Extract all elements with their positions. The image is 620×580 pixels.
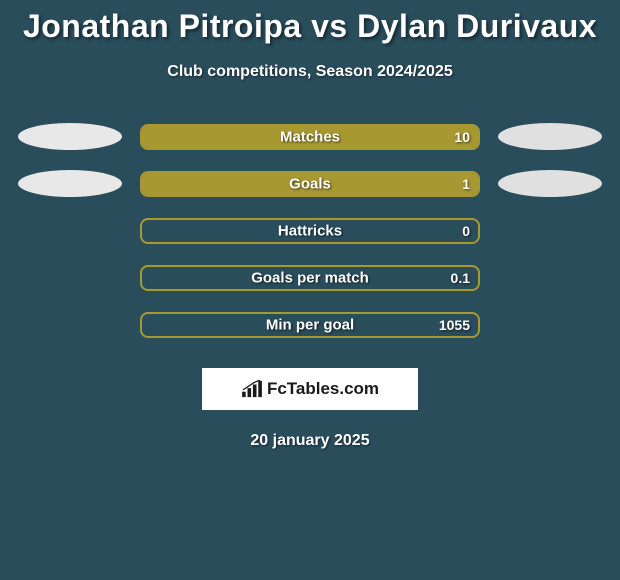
comparison-widget: Jonathan Pitroipa vs Dylan Durivaux Club… — [0, 0, 620, 450]
stat-row: Hattricks 0 — [0, 217, 620, 244]
stat-label: Hattricks — [278, 222, 342, 239]
stat-value-right: 1055 — [439, 317, 470, 333]
brand-text: FcTables.com — [267, 379, 379, 399]
stat-value-right: 0 — [462, 223, 470, 239]
bar-chart-icon — [241, 380, 263, 398]
stat-row: Goals per match 0.1 — [0, 264, 620, 291]
player-right-ellipse — [498, 123, 602, 150]
stat-bar: Min per goal 1055 — [140, 312, 480, 338]
stat-row: Goals 1 — [0, 170, 620, 197]
brand-badge[interactable]: FcTables.com — [202, 368, 418, 410]
stat-bar: Goals 1 — [140, 171, 480, 197]
player-left-ellipse — [18, 170, 122, 197]
stat-bar: Goals per match 0.1 — [140, 265, 480, 291]
stat-label: Goals per match — [251, 269, 369, 286]
player-left-ellipse — [18, 123, 122, 150]
subtitle: Club competitions, Season 2024/2025 — [0, 63, 620, 81]
player-right-ellipse — [498, 170, 602, 197]
stats-rows: Matches 10 Goals 1 Hattricks 0 Goals per match… — [0, 123, 620, 338]
stat-bar: Matches 10 — [140, 124, 480, 150]
stat-label: Matches — [280, 128, 340, 145]
date-text: 20 january 2025 — [0, 432, 620, 450]
stat-label: Goals — [289, 175, 331, 192]
stat-row: Matches 10 — [0, 123, 620, 150]
stat-label: Min per goal — [266, 316, 354, 333]
stat-bar: Hattricks 0 — [140, 218, 480, 244]
stat-row: Min per goal 1055 — [0, 311, 620, 338]
stat-value-right: 0.1 — [451, 270, 470, 286]
page-title: Jonathan Pitroipa vs Dylan Durivaux — [0, 8, 620, 45]
stat-value-right: 1 — [462, 176, 470, 192]
stat-value-right: 10 — [454, 129, 470, 145]
